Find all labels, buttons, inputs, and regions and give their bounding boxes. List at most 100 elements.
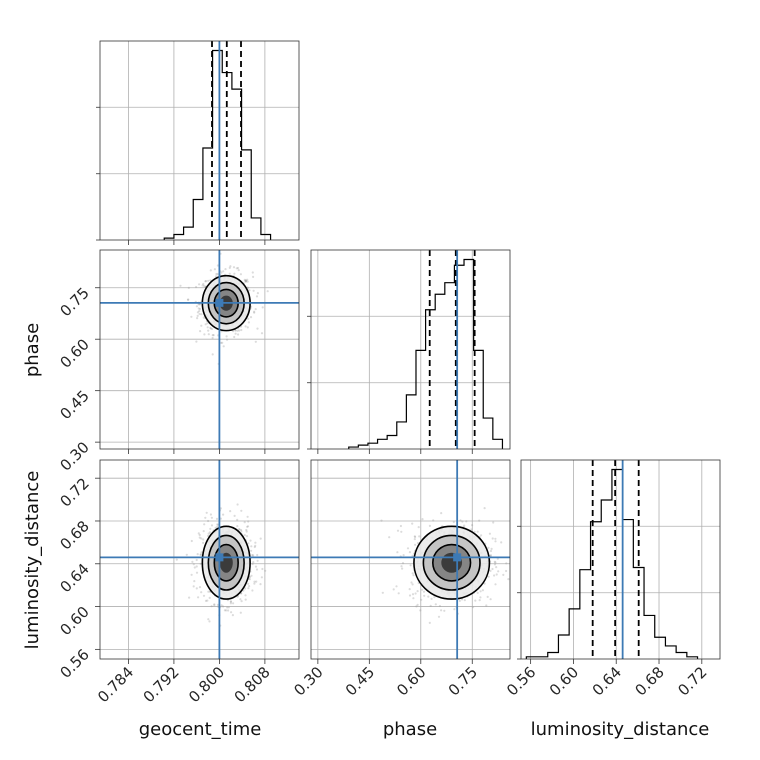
- scatter-point: [204, 280, 207, 283]
- scatter-point: [223, 609, 226, 612]
- scatter-point: [437, 615, 441, 618]
- scatter-point: [246, 278, 249, 281]
- scatter-point: [428, 524, 431, 528]
- y-axis-label-phase: phase: [22, 323, 43, 377]
- scatter-point: [419, 609, 422, 612]
- scatter-point: [200, 537, 203, 540]
- scatter-point: [204, 280, 208, 283]
- scatter-point: [190, 573, 193, 576]
- scatter-point: [213, 604, 216, 607]
- scatter-point: [400, 530, 403, 533]
- scatter-point: [481, 589, 484, 592]
- scatter-point: [248, 585, 251, 588]
- truth-marker-phase-luminosity-distance: [453, 553, 462, 562]
- y-tick-label-phase: 0.45: [56, 387, 92, 423]
- scatter-point: [197, 532, 200, 535]
- scatter-point: [245, 530, 248, 533]
- scatter-point: [188, 596, 191, 599]
- y-tick-label-luminosity-distance: 0.56: [56, 645, 92, 681]
- scatter-point: [229, 602, 232, 605]
- scatter-point: [381, 591, 384, 594]
- scatter-point: [433, 596, 436, 599]
- scatter-point: [494, 540, 497, 543]
- scatter-point: [478, 519, 481, 522]
- scatter-point: [395, 585, 398, 588]
- scatter-point: [417, 526, 420, 529]
- histogram-geocent-time: [163, 49, 272, 240]
- scatter-point: [248, 289, 251, 292]
- scatter-point: [207, 618, 210, 621]
- scatter-point: [200, 591, 203, 594]
- scatter-point: [199, 553, 202, 557]
- scatter-point: [202, 282, 205, 286]
- scatter-point: [179, 284, 182, 287]
- scatter-point: [252, 561, 255, 564]
- scatter-point: [203, 523, 206, 526]
- scatter-point: [471, 524, 474, 527]
- scatter-point: [207, 279, 210, 282]
- scatter-point: [208, 620, 211, 623]
- scatter-point: [490, 547, 493, 551]
- scatter-point: [195, 587, 198, 590]
- scatter-point: [264, 569, 267, 572]
- grid-geocent-time-hist: [100, 41, 299, 240]
- scatter-point: [233, 514, 236, 518]
- scatter-point: [406, 547, 410, 550]
- scatter-point: [245, 535, 249, 538]
- contour-phase-luminosity-distance: [422, 534, 481, 591]
- scatter-point: [209, 279, 212, 282]
- scatter-point: [203, 333, 206, 336]
- scatter-point: [485, 604, 488, 607]
- scatter-point: [452, 520, 455, 524]
- scatter-point: [238, 528, 241, 531]
- scatter-point: [247, 286, 250, 289]
- scatter-point: [256, 327, 259, 330]
- scatter-point: [480, 534, 483, 537]
- scatter-point: [240, 509, 243, 512]
- y-tick-label-phase: 0.30: [56, 438, 92, 474]
- scatter-point: [246, 326, 249, 329]
- scatter-point: [213, 268, 216, 271]
- scatter-point: [495, 573, 498, 576]
- scatter-point: [408, 588, 411, 591]
- scatter-point: [256, 292, 259, 295]
- scatter-point: [401, 562, 405, 565]
- scatter-point: [416, 603, 419, 607]
- scatter-point: [489, 554, 492, 557]
- scatter-point: [198, 533, 201, 537]
- scatter-point: [427, 595, 430, 598]
- scatter-point: [240, 528, 243, 532]
- y-tick-label-phase: 0.75: [56, 284, 92, 320]
- scatter-point: [232, 266, 236, 269]
- scatter-point: [186, 298, 190, 301]
- scatter-panel-phase-luminosity-distance: [310, 459, 511, 660]
- scatter-point: [221, 341, 224, 344]
- scatter-point: [208, 596, 211, 600]
- scatter-point: [220, 341, 223, 344]
- scatter-point: [411, 583, 414, 586]
- histogram-panel-luminosity-distance: [520, 459, 721, 660]
- y-tick-label-luminosity-distance: 0.64: [56, 560, 92, 596]
- scatter-point: [211, 336, 214, 340]
- scatter-point: [211, 334, 214, 337]
- scatter-point: [397, 592, 400, 595]
- scatter-point: [198, 310, 201, 313]
- x-tick-label-luminosity-distance: 0.64: [589, 663, 625, 699]
- scatter-point: [412, 574, 415, 577]
- scatter-point: [202, 541, 205, 545]
- scatter-point: [254, 544, 257, 547]
- scatter-point: [210, 516, 213, 519]
- scatter-point: [243, 521, 246, 524]
- scatter-point: [411, 554, 414, 557]
- scatter-point: [192, 563, 195, 566]
- scatter-point: [421, 588, 424, 591]
- scatter-point: [240, 600, 243, 603]
- scatter-point: [470, 528, 473, 531]
- scatter-point: [204, 516, 207, 519]
- scatter-point: [479, 596, 482, 599]
- scatter-point: [204, 323, 207, 326]
- scatter-point: [253, 545, 256, 549]
- scatter-point: [207, 590, 210, 593]
- scatter-point: [255, 295, 259, 298]
- scatter-point: [392, 588, 395, 591]
